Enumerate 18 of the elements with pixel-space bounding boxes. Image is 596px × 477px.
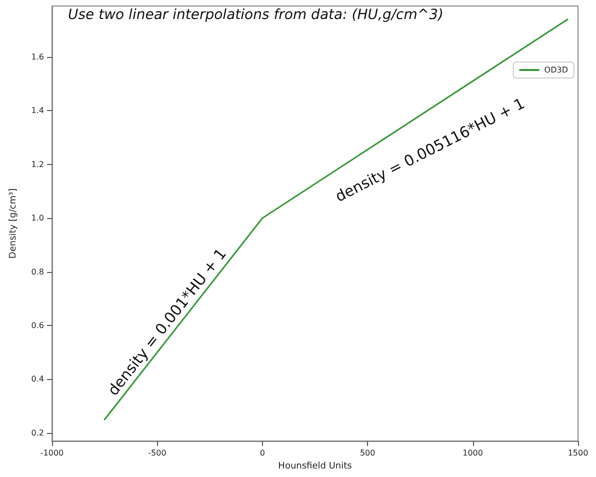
chart-title: Use two linear interpolations from data: (HU,g/cm^3) <box>68 7 444 23</box>
y-tick-label: 1.0 <box>31 214 44 223</box>
x-tick-label: 500 <box>360 448 376 458</box>
y-tick-label: 1.2 <box>31 160 44 169</box>
y-tick-label: 0.4 <box>31 374 44 384</box>
x-axis-title: Hounsfield Units <box>278 461 352 472</box>
x-tick-label: 0 <box>260 448 265 458</box>
y-tick-label: 0.2 <box>31 428 44 438</box>
y-tick-label: 1.6 <box>31 52 44 62</box>
x-tick-label: 1000 <box>462 448 483 458</box>
x-tick-label: -1000 <box>40 448 64 458</box>
y-tick-label: 0.8 <box>31 267 44 276</box>
y-tick-label: 0.6 <box>31 321 44 330</box>
legend-label: OD3D <box>544 66 568 74</box>
x-tick-label: 1500 <box>568 448 588 458</box>
y-axis-title: Density [g/cm³] <box>8 188 18 259</box>
x-tick-label: -500 <box>148 448 166 458</box>
y-tick-label: 1.4 <box>31 106 44 116</box>
